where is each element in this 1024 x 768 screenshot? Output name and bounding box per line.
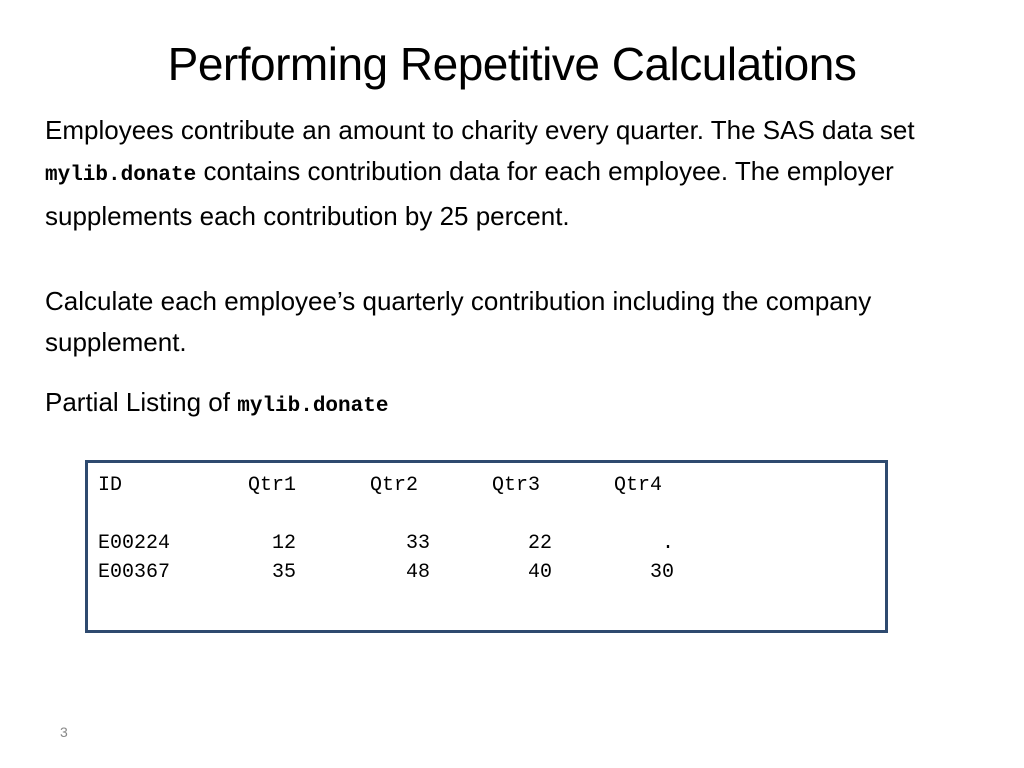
intro-paragraph: Employees contribute an amount to charit…: [45, 110, 925, 237]
intro-text-after: contains contribution data for each empl…: [45, 156, 894, 231]
listing-dataset-code: mylib.donate: [237, 395, 389, 418]
cell-id: E00224: [98, 532, 171, 555]
header-qtr3: Qtr3: [492, 474, 541, 497]
cell-qtr1: 35: [248, 561, 297, 584]
intro-text-before: Employees contribute an amount to charit…: [45, 115, 915, 145]
cell-qtr2: 48: [370, 561, 431, 584]
cell-qtr4: 30: [614, 561, 675, 584]
page-number: 3: [60, 724, 68, 740]
header-qtr4: Qtr4: [614, 474, 663, 497]
cell-qtr2: 33: [370, 532, 431, 555]
cell-qtr3: 22: [492, 532, 553, 555]
header-qtr2: Qtr2: [370, 474, 419, 497]
cell-qtr4: .: [614, 532, 675, 555]
table-row: E00367 35 48 40 30: [98, 558, 736, 587]
header-id: ID: [98, 474, 123, 497]
slide-title: Performing Repetitive Calculations: [167, 38, 857, 90]
dataset-name-code: mylib.donate: [45, 164, 197, 187]
listing-header-row: ID Qtr1 Qtr2 Qtr3 Qtr4: [98, 471, 736, 500]
cell-id: E00367: [98, 561, 171, 584]
task-paragraph: Calculate each employee’s quarterly cont…: [45, 286, 872, 357]
cell-qtr3: 40: [492, 561, 553, 584]
listing-caption-text: Partial Listing of: [45, 387, 238, 417]
data-listing-box: ID Qtr1 Qtr2 Qtr3 Qtr4 E00224 12 33 22 .…: [85, 460, 888, 633]
cell-qtr1: 12: [248, 532, 297, 555]
data-listing-table: ID Qtr1 Qtr2 Qtr3 Qtr4 E00224 12 33 22 .…: [98, 471, 736, 587]
header-qtr1: Qtr1: [248, 474, 297, 497]
table-row: E00224 12 33 22 .: [98, 529, 736, 558]
listing-caption: Partial Listing of mylib.donate: [45, 382, 925, 427]
listing-spacer-row: [98, 500, 736, 529]
